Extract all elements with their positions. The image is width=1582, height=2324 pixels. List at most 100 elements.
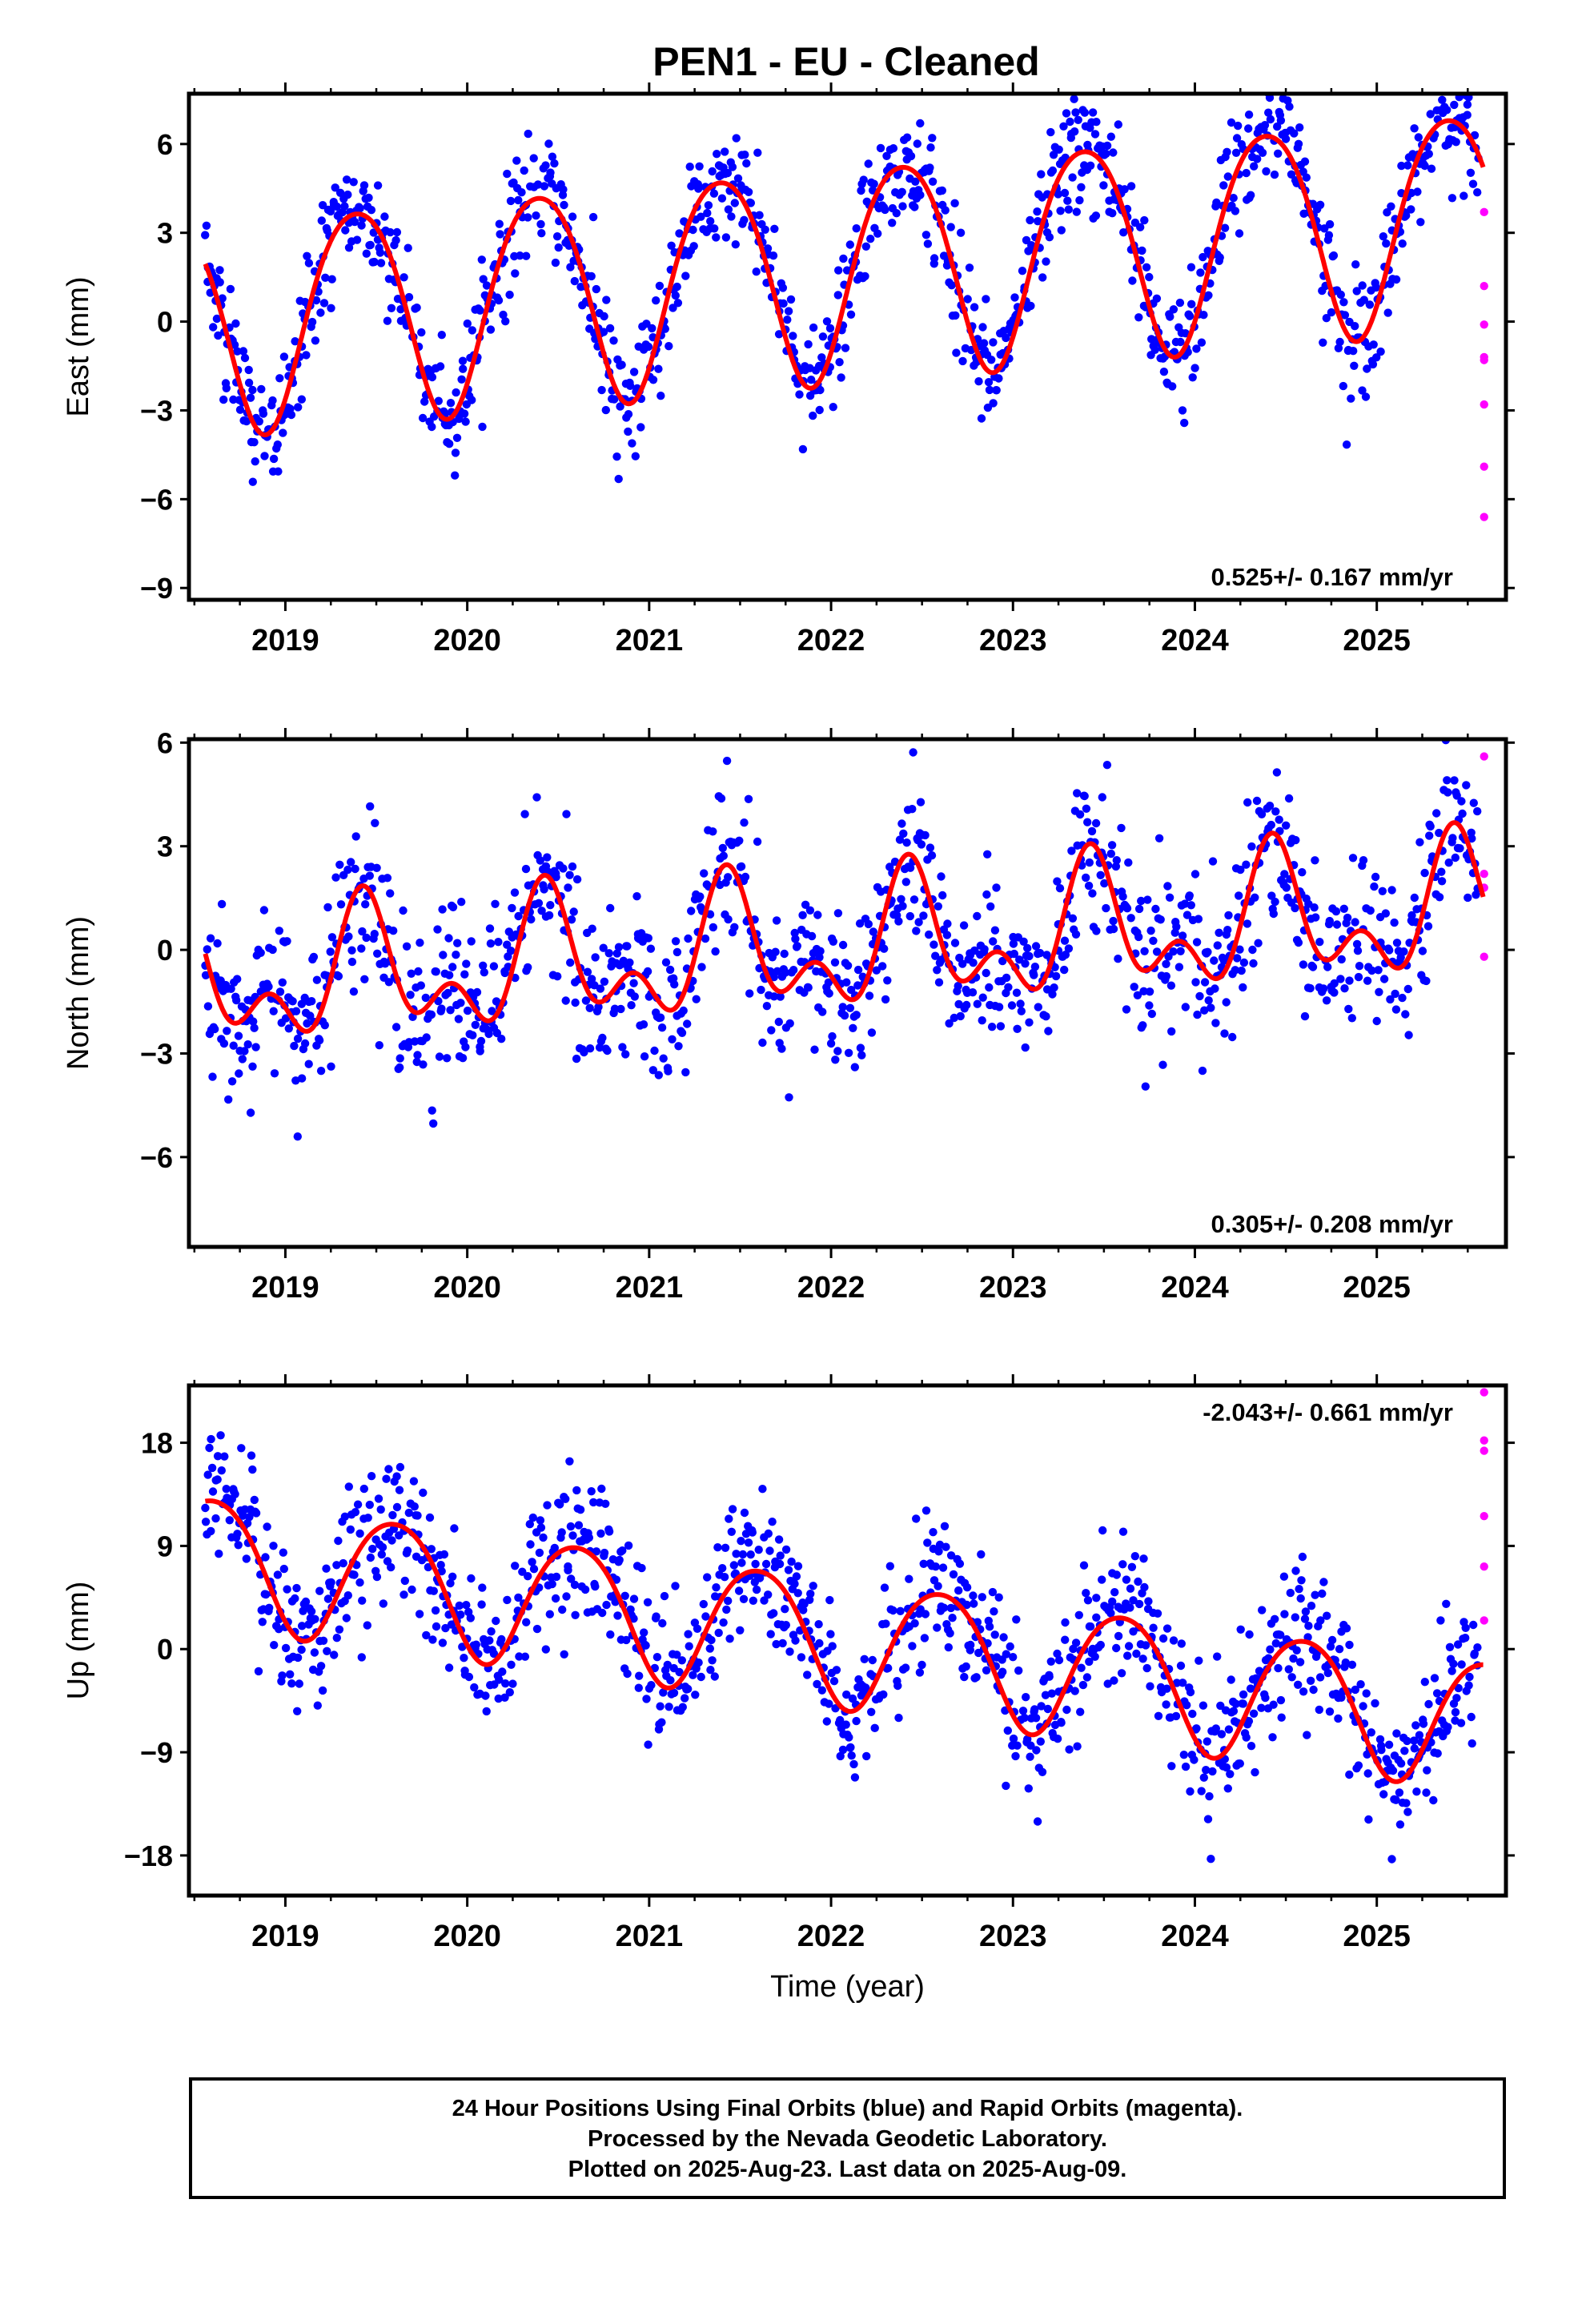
final-orbit-point [985, 983, 994, 992]
final-orbit-point [740, 818, 749, 827]
final-orbit-point [287, 410, 296, 420]
x-tick-label: 2025 [1343, 624, 1411, 657]
final-orbit-point [213, 939, 222, 948]
final-orbit-point [1181, 1003, 1191, 1011]
final-orbit-point [297, 1645, 306, 1655]
final-orbit-point [1071, 108, 1080, 117]
final-orbit-point [1192, 344, 1201, 353]
final-orbit-point [412, 304, 421, 312]
final-orbit-point [1085, 1657, 1094, 1667]
final-orbit-point [836, 1751, 845, 1761]
final-orbit-point [678, 1703, 687, 1711]
final-orbit-point [1425, 831, 1434, 840]
final-orbit-point [311, 296, 321, 305]
final-orbit-point [275, 374, 284, 383]
final-orbit-point [1294, 1680, 1303, 1689]
final-orbit-point [618, 1043, 627, 1051]
final-orbit-point [1359, 1702, 1367, 1711]
final-orbit-point [1285, 103, 1294, 111]
final-orbit-point [484, 1029, 493, 1039]
final-orbit-point [258, 1618, 267, 1626]
final-orbit-point [604, 949, 613, 958]
final-orbit-point [234, 1031, 243, 1040]
final-orbit-point [507, 1660, 516, 1669]
final-orbit-point [559, 864, 568, 873]
final-orbit-point [1275, 815, 1283, 824]
final-orbit-point [1061, 1618, 1070, 1627]
final-orbit-point [1330, 979, 1339, 988]
final-orbit-point [928, 134, 937, 143]
final-orbit-point [202, 221, 211, 230]
final-orbit-point [1077, 1663, 1086, 1672]
final-orbit-point [1354, 1761, 1363, 1770]
final-orbit-point [1310, 903, 1319, 912]
final-orbit-point [1322, 314, 1331, 323]
final-orbit-point [1079, 1561, 1089, 1570]
final-orbit-point [350, 1570, 359, 1579]
final-orbit-point [1199, 311, 1208, 320]
final-orbit-point [1239, 1699, 1247, 1708]
final-orbit-point [725, 1634, 734, 1643]
final-orbit-point [468, 396, 476, 404]
final-orbit-point [237, 1444, 246, 1453]
final-orbit-point [1176, 1661, 1186, 1671]
final-orbit-point [616, 1004, 625, 1014]
final-orbit-point [833, 1047, 842, 1055]
final-orbit-point [219, 1039, 229, 1048]
final-orbit-point [246, 393, 255, 402]
final-orbit-point [744, 794, 753, 803]
final-orbit-point [370, 930, 379, 939]
final-orbit-point [283, 937, 291, 946]
final-orbit-point [316, 308, 325, 317]
final-orbit-point [684, 1630, 693, 1638]
final-orbit-point [1300, 157, 1310, 166]
final-orbit-point [429, 1119, 438, 1128]
final-orbit-point [728, 1505, 737, 1514]
final-orbit-point [279, 352, 289, 361]
final-orbit-point [1396, 1759, 1406, 1768]
final-orbit-point [793, 1589, 802, 1598]
final-orbit-point [624, 427, 632, 436]
final-orbit-point [419, 1060, 428, 1069]
final-orbit-point [422, 1033, 431, 1042]
final-orbit-point [815, 953, 824, 962]
final-orbit-point [774, 330, 784, 339]
final-orbit-point [361, 900, 370, 909]
final-orbit-point [1340, 984, 1349, 993]
final-orbit-point [1204, 291, 1213, 300]
final-orbit-point [1422, 976, 1431, 986]
final-orbit-point [456, 999, 465, 1007]
final-orbit-point [1387, 1855, 1396, 1864]
final-orbit-point [1361, 392, 1371, 401]
final-orbit-point [778, 283, 788, 292]
final-orbit-point [632, 892, 641, 901]
final-orbit-point [1401, 1010, 1410, 1019]
final-orbit-point [644, 934, 652, 943]
final-orbit-point [601, 1499, 610, 1509]
final-orbit-point [283, 1585, 291, 1594]
final-orbit-point [1188, 373, 1197, 382]
final-orbit-point [1122, 1575, 1131, 1584]
final-orbit-point [1241, 76, 1249, 84]
final-orbit-point [998, 1667, 1007, 1676]
final-orbit-point [562, 1592, 571, 1601]
final-orbit-point [816, 947, 825, 955]
final-orbit-point [1248, 945, 1257, 955]
final-orbit-point [1449, 1659, 1458, 1668]
final-orbit-point [1281, 135, 1291, 143]
final-orbit-point [920, 1634, 930, 1642]
final-orbit-point [833, 909, 843, 918]
final-orbit-point [315, 1035, 324, 1045]
final-orbit-point [1261, 1693, 1270, 1703]
final-orbit-point [881, 995, 890, 1004]
final-orbit-point [1311, 856, 1319, 865]
final-orbit-point [1195, 1656, 1203, 1665]
final-orbit-point [1323, 963, 1332, 971]
final-orbit-point [466, 1614, 475, 1622]
final-orbit-point [1375, 987, 1383, 997]
final-orbit-point [358, 927, 367, 936]
final-orbit-point [1002, 333, 1010, 343]
final-orbit-point [1237, 966, 1246, 975]
final-orbit-point [494, 1694, 503, 1703]
final-orbit-point [1366, 906, 1375, 915]
